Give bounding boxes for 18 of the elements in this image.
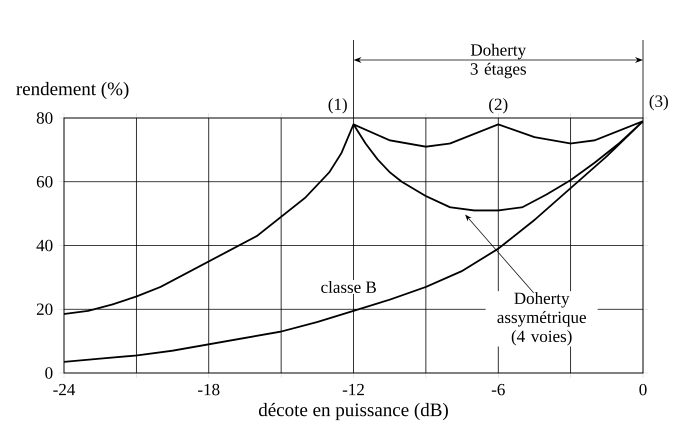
x-tick-label: 0 <box>639 384 647 396</box>
series-label: classe B <box>321 280 376 293</box>
x-tick-label: -18 <box>198 384 220 396</box>
y-tick-label: 20 <box>36 304 52 315</box>
annotation: Doherty assymétrique (4 voies) <box>497 292 586 346</box>
y-tick-label: 80 <box>36 112 52 124</box>
x-axis-title: décote en puissance (dB) <box>258 402 448 420</box>
annotation: (2) <box>489 98 508 114</box>
x-tick-label: -24 <box>53 384 76 396</box>
y-tick-label: 0 <box>45 367 52 379</box>
x-tick-label: -6 <box>492 384 505 396</box>
annotation: (1) <box>328 98 347 114</box>
x-tick-label: -12 <box>342 384 364 396</box>
annotation: (3) <box>650 94 668 110</box>
y-tick-label: 40 <box>36 240 52 252</box>
y-axis-title: rendement (%) <box>16 82 128 100</box>
y-tick-label: 60 <box>36 176 52 188</box>
text: Doherty 3 étages <box>470 44 526 78</box>
